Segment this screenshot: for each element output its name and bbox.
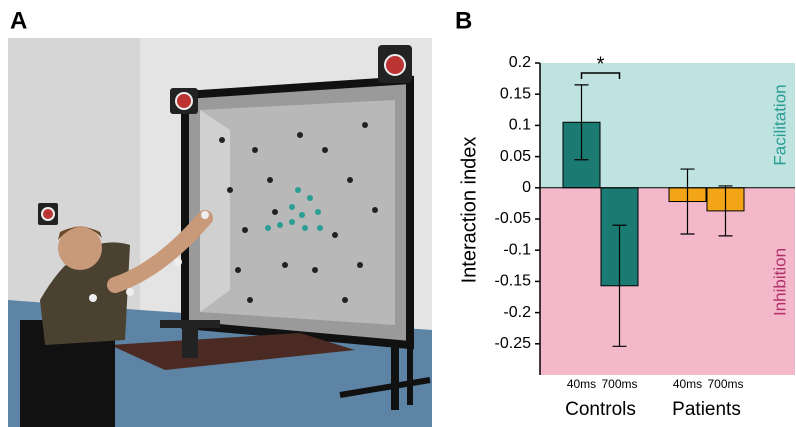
facilitation-label: Facilitation xyxy=(770,84,789,165)
x-tick-label: 40ms xyxy=(673,377,702,391)
y-tick-label: 0.15 xyxy=(500,85,531,102)
y-tick-label: 0.05 xyxy=(500,148,531,165)
group-label: Patients xyxy=(672,399,741,420)
y-tick-label: -0.15 xyxy=(495,273,532,290)
y-tick-label: -0.05 xyxy=(495,210,532,227)
figure: A B 0.2 0.15 0.1 0.05 xyxy=(0,0,796,427)
panel-label: B xyxy=(455,7,472,34)
group-label: Controls xyxy=(565,399,636,420)
significance-marker: * xyxy=(597,53,605,75)
y-tick-label: 0 xyxy=(522,179,531,196)
panel-label: A xyxy=(10,7,27,34)
inhibition-label: Inhibition xyxy=(770,248,789,316)
x-tick-label: 700ms xyxy=(601,377,637,391)
y-tick-label: -0.25 xyxy=(495,335,532,352)
y-tick-label: -0.2 xyxy=(503,304,531,321)
x-tick-label: 700ms xyxy=(707,377,743,391)
y-tick-label: 0.1 xyxy=(509,117,531,134)
x-tick-label: 40ms xyxy=(567,377,596,391)
scene-illustration xyxy=(8,38,432,427)
inhibition-region xyxy=(540,188,795,375)
y-tick-label: 0.2 xyxy=(509,54,531,71)
y-tick-label: -0.1 xyxy=(503,241,531,258)
y-axis-label: Interaction index xyxy=(458,137,480,284)
